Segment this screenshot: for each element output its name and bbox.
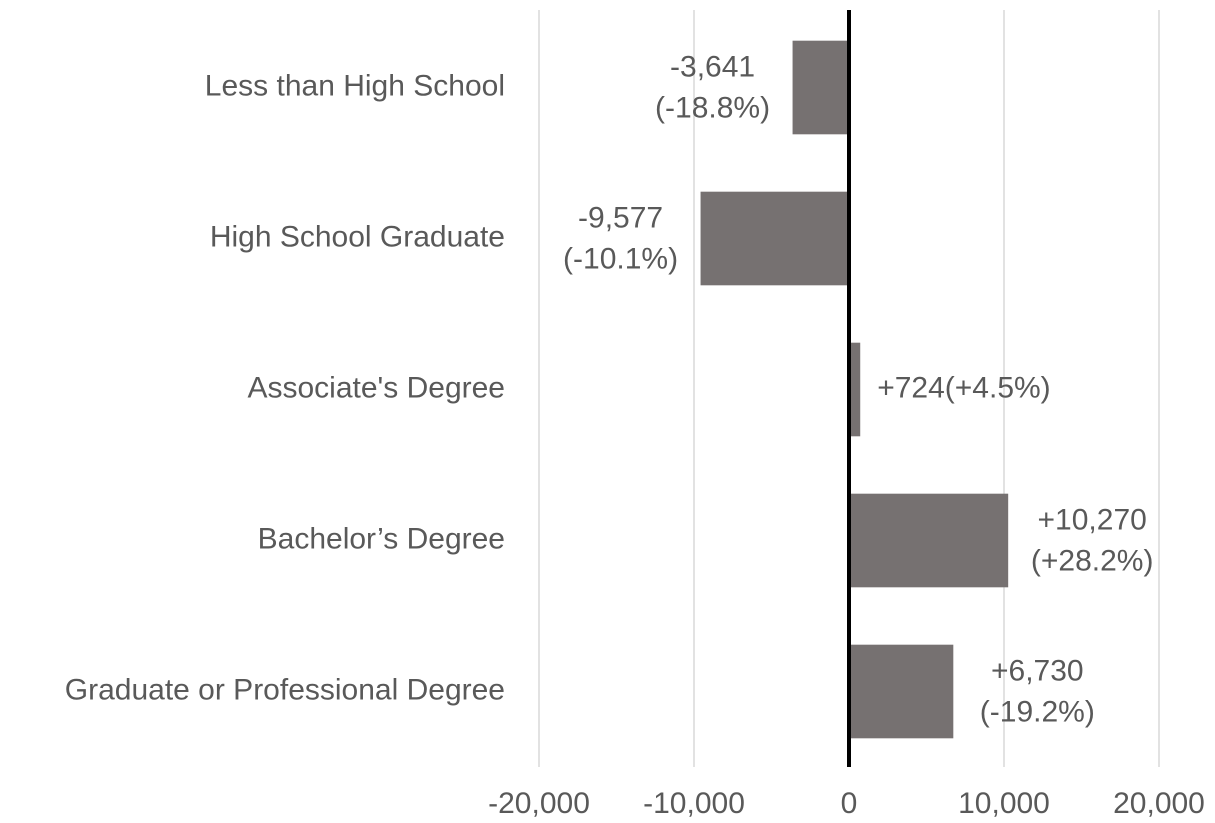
x-tick-label: -20,000 — [488, 787, 590, 820]
data-label-value: +10,270 — [1038, 503, 1147, 536]
y-tick-label: Bachelor’s Degree — [258, 522, 505, 555]
x-tick-label: -10,000 — [643, 787, 745, 820]
data-label-percent: (+4.5%) — [945, 371, 1051, 404]
data-label-percent: (+28.2%) — [1031, 544, 1154, 577]
bar — [849, 493, 1009, 588]
bar — [849, 644, 954, 739]
data-label: +724(+4.5%) — [877, 371, 1050, 404]
bar — [849, 342, 861, 437]
y-tick-label: Associate's Degree — [247, 371, 505, 404]
bar — [700, 191, 849, 286]
x-tick-label: 10,000 — [958, 787, 1050, 820]
data-label-value: -3,641 — [670, 50, 755, 83]
x-tick-label: 0 — [841, 787, 858, 820]
data-label-percent: (-19.2%) — [980, 695, 1095, 728]
data-label-percent: (-18.8%) — [655, 91, 770, 124]
data-label-value: -9,577 — [578, 201, 663, 234]
y-tick-label: High School Graduate — [210, 220, 505, 253]
data-label-value: +724 — [877, 371, 945, 404]
data-label-value: +6,730 — [991, 654, 1084, 687]
data-label-percent: (-10.1%) — [563, 242, 678, 275]
bar — [792, 40, 849, 135]
x-tick-label: 20,000 — [1113, 787, 1205, 820]
y-tick-label: Less than High School — [205, 69, 505, 102]
y-tick-label: Graduate or Professional Degree — [65, 673, 505, 706]
